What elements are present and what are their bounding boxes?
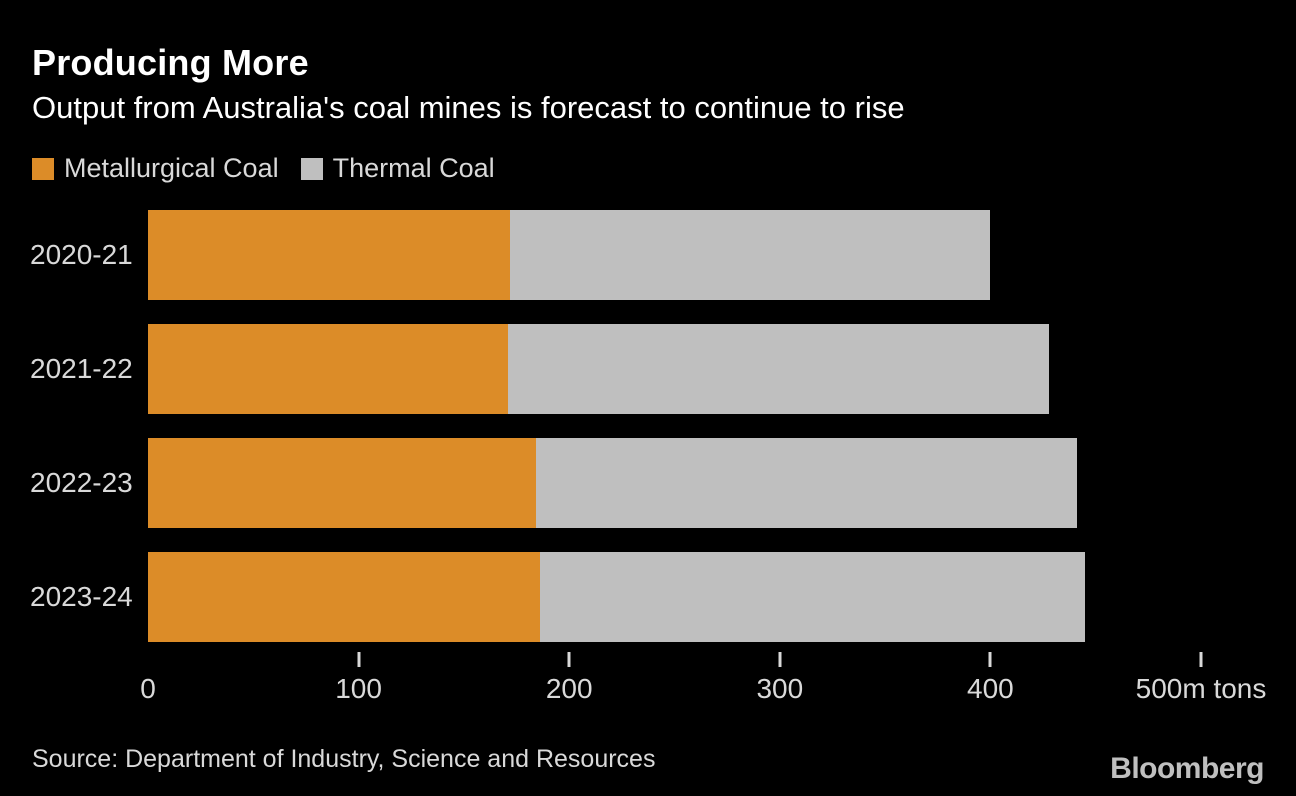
category-label: 2023-24 [30,581,133,612]
axis-tick-mark [988,652,992,667]
chart-row: 2021-22 [0,324,1296,414]
bar-segment-thermal [508,324,1050,414]
axis-tick-label: 200 [545,673,593,704]
legend: Metallurgical Coal Thermal Coal [32,153,495,184]
axis-tick-mark [567,652,571,667]
category-label: 2022-23 [30,467,133,498]
category-label: 2021-22 [30,353,133,384]
axis-tick-label: 300 [756,673,804,704]
axis-tick-label: 400 [967,673,1014,704]
legend-label-metallurgical: Metallurgical Coal [64,153,279,183]
bar-group [148,552,1086,642]
axis-tick-mark [1199,652,1203,667]
chart-row: 2022-23 [0,438,1296,528]
legend-item-thermal: Thermal Coal [300,153,495,184]
bar-segment-metallurgical [148,324,509,414]
bar-segment-thermal [539,552,1086,642]
axis-tick-mark [778,652,782,667]
bar-group [148,438,1077,528]
legend-item-metallurgical: Metallurgical Coal [32,153,279,184]
axis-tick-label: 100 [335,673,382,704]
axis-tick-label: 0 [140,673,156,704]
legend-label-thermal: Thermal Coal [332,153,495,183]
chart-subtitle: Output from Australia's coal mines is fo… [32,90,905,125]
axis-tick-mark [357,652,361,667]
axis-tick-label: 500m tons [1135,673,1267,704]
legend-swatch-metallurgical-icon [32,157,54,180]
bar-segment-thermal [510,210,991,300]
source-note: Source: Department of Industry, Science … [32,745,656,773]
bar-segment-thermal [535,438,1077,528]
chart-row: 2020-21 [0,210,1296,300]
chart-title: Producing More [32,42,309,83]
bar-group [148,324,1050,414]
bar-segment-metallurgical [148,552,540,642]
category-label: 2020-21 [30,239,133,270]
x-axis: 0 100 200 300 400 500m tons [0,652,1296,712]
bar-segment-metallurgical [148,438,536,528]
bar-segment-metallurgical [148,210,511,300]
chart-row: 2023-24 [0,552,1296,642]
bar-chart-plot-area: 2020-21 2021-22 2022-23 2023-24 [0,210,1296,666]
bloomberg-logo: Bloomberg [1110,752,1264,785]
legend-swatch-thermal-icon [300,157,323,180]
bar-group [148,210,991,300]
